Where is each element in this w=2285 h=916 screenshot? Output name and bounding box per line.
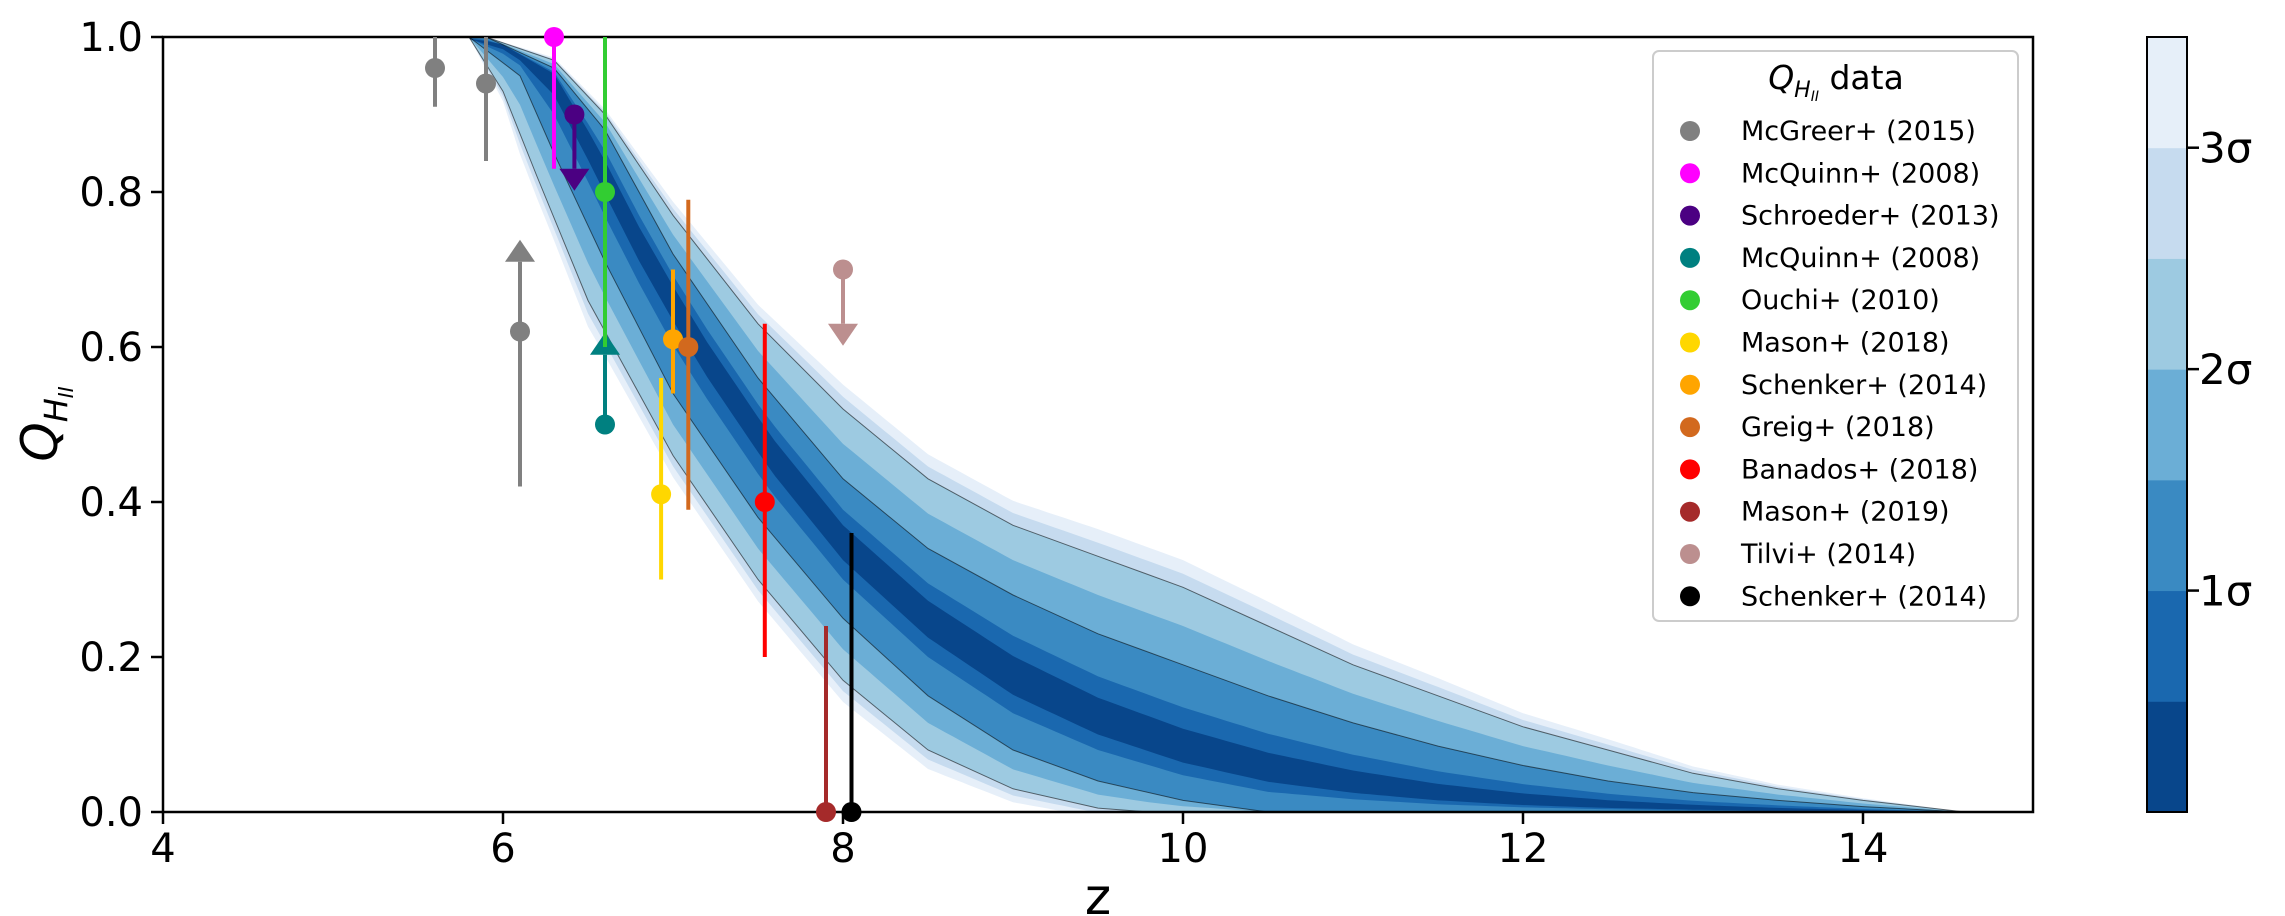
legend-label: McQuinn+ (2008)	[1741, 158, 1980, 189]
colorbar-label: 1σ	[2199, 567, 2252, 616]
upper-limit-arrow	[828, 323, 858, 346]
colorbar: 1σ 2σ 3σ	[2146, 36, 2252, 813]
colorbar-frame	[2146, 36, 2188, 813]
data-point-10	[816, 802, 836, 822]
data-point-1	[425, 58, 445, 78]
x-tick-label: 4	[150, 826, 175, 872]
legend-items: McGreer+ (2015) McQuinn+ (2008) Schroeder+…	[1680, 116, 2000, 612]
lower-limit-arrow	[505, 239, 535, 262]
y-tick-label: 0.0	[79, 790, 143, 836]
data-point-4	[595, 414, 615, 435]
data-point-1	[510, 321, 530, 342]
legend-label: Schenker+ (2014)	[1741, 370, 1987, 401]
x-tick-label: 10	[1158, 826, 1209, 872]
legend-marker	[1680, 247, 1700, 268]
legend-label: Mason+ (2019)	[1741, 497, 1950, 528]
y-tick-label: 0.4	[79, 480, 143, 526]
data-point-11	[833, 259, 853, 280]
plot-frame	[161, 35, 2035, 814]
data-point-2	[544, 27, 564, 47]
y-tick-label: 0.8	[79, 170, 143, 216]
legend-marker	[1680, 417, 1700, 438]
y-axis: 0.0 0.2 0.4 0.6 0.8 1.0	[79, 15, 163, 836]
legend-marker	[1680, 290, 1700, 311]
sigma-lines	[468, 37, 1966, 812]
colorbar-segment	[2147, 37, 2187, 149]
y-tick-label: 0.6	[79, 325, 143, 371]
y-axis-title: QHII	[11, 386, 78, 461]
colorbar-segment	[2147, 590, 2187, 702]
colorbar-segment	[2147, 701, 2187, 813]
colorbar-segment	[2147, 479, 2187, 592]
sigma-line-upper_2sigma	[485, 37, 1966, 812]
legend: QHII data McGreer+ (2015) McQuinn+ (2008)…	[1652, 50, 2019, 622]
data-point-6	[651, 484, 672, 505]
legend-label: Ouchi+ (2010)	[1741, 285, 1940, 316]
legend-label: Schenker+ (2014)	[1741, 581, 1987, 612]
x-axis: 4 6 8 10 12 14	[150, 812, 1888, 872]
x-tick-label: 14	[1838, 826, 1889, 872]
legend-label: Tilvi+ (2014)	[1740, 539, 1916, 570]
legend-label: Schroeder+ (2013)	[1741, 201, 2000, 232]
contour-band-3	[401, 37, 1991, 812]
y-tick-label: 1.0	[79, 15, 143, 61]
legend-label: Mason+ (2018)	[1741, 328, 1950, 359]
data-point-1	[476, 73, 496, 94]
data-point-5	[595, 182, 615, 202]
legend-marker	[1680, 205, 1700, 226]
y-tick-label: 0.2	[79, 635, 143, 681]
legend-label: McQuinn+ (2008)	[1741, 243, 1980, 274]
legend-marker	[1680, 501, 1700, 522]
sigma-line-lower_1sigma	[468, 37, 1269, 812]
data-point-3	[564, 104, 585, 125]
x-tick-label: 6	[490, 826, 515, 872]
x-tick-label: 12	[1498, 826, 1549, 872]
data-point-7	[663, 329, 683, 350]
legend-marker	[1680, 586, 1700, 607]
legend-marker	[1680, 121, 1700, 141]
legend-label: Banados+ (2018)	[1741, 454, 1978, 485]
legend-title: QHII data	[1768, 58, 1904, 105]
legend-marker	[1680, 544, 1700, 564]
sigma-line-lower_2sigma	[468, 37, 1150, 812]
x-tick-label: 8	[830, 826, 855, 872]
colorbar-segment	[2147, 369, 2187, 481]
contour-layer	[401, 37, 1991, 812]
legend-label: McGreer+ (2015)	[1741, 116, 1976, 147]
data-point-9	[754, 492, 775, 512]
data-point-8	[678, 337, 699, 357]
upper-limit-arrow	[559, 168, 590, 191]
legend-marker	[1680, 163, 1700, 184]
legend-box	[1652, 50, 2019, 622]
data-point-12	[841, 802, 862, 822]
colorbar-segment	[2147, 147, 2187, 259]
legend-marker	[1680, 459, 1700, 480]
legend-marker	[1680, 374, 1700, 395]
sigma-line-upper_1sigma	[485, 37, 1966, 812]
colorbar-label: 3σ	[2199, 124, 2252, 173]
data-points	[425, 27, 862, 822]
legend-label: Greig+ (2018)	[1741, 412, 1935, 443]
contour-band-6	[401, 37, 1991, 812]
colorbar-segment	[2147, 258, 2187, 370]
colorbar-label: 2σ	[2199, 345, 2252, 394]
legend-marker	[1680, 332, 1700, 353]
x-axis-title: z	[1085, 868, 1111, 916]
